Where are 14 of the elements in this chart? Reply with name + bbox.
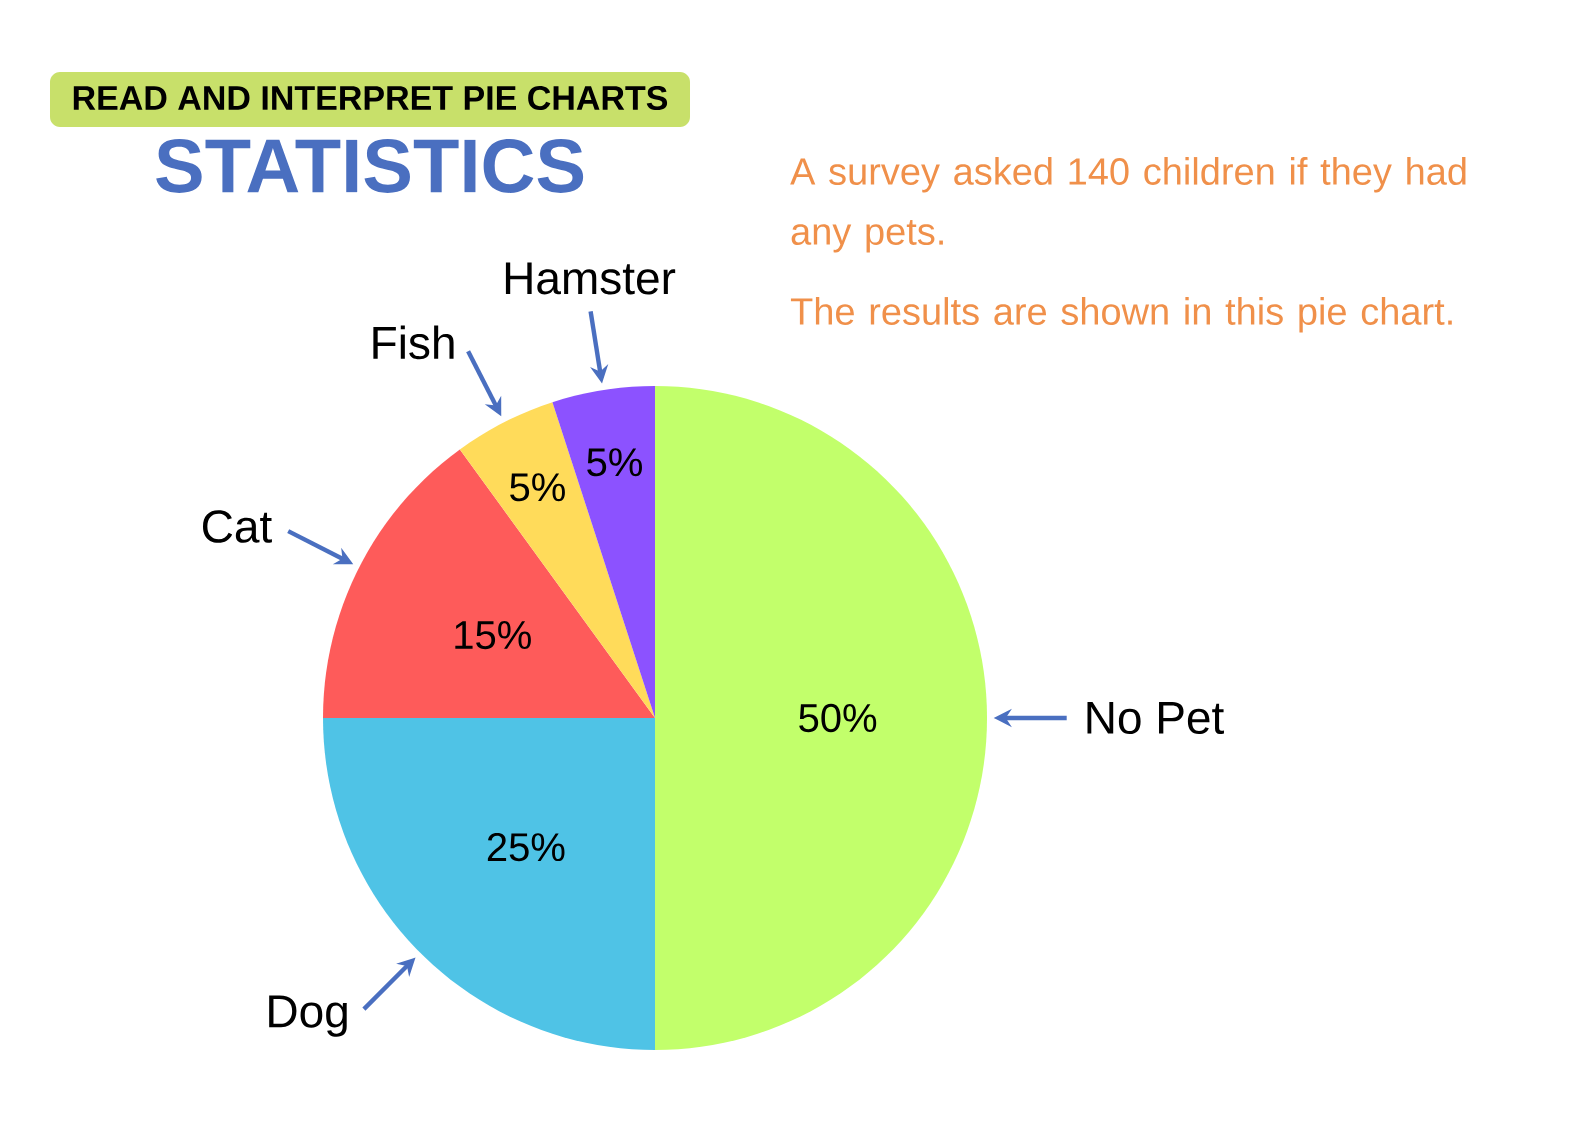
slice-label: Dog [269,995,347,1037]
slice-label: Cat [203,510,272,543]
data-label: 50% [799,703,877,733]
chart-title: STATISTICS [156,139,584,193]
data-label: 5% [587,448,642,477]
data-label: 25% [487,832,565,862]
chart-subtitle: READ AND INTERPRET PIE CHARTS [73,85,668,111]
slice-label: Fish [373,325,454,360]
slice-label: No Pet [1087,701,1224,735]
data-label: 15% [455,621,531,650]
data-label: 5% [510,473,565,502]
text: The results are shown in this pie chart. [790,297,1452,333]
text: A survey asked 140 children if they had any pets. [790,157,1466,253]
slice-label: Hamster [505,262,676,295]
